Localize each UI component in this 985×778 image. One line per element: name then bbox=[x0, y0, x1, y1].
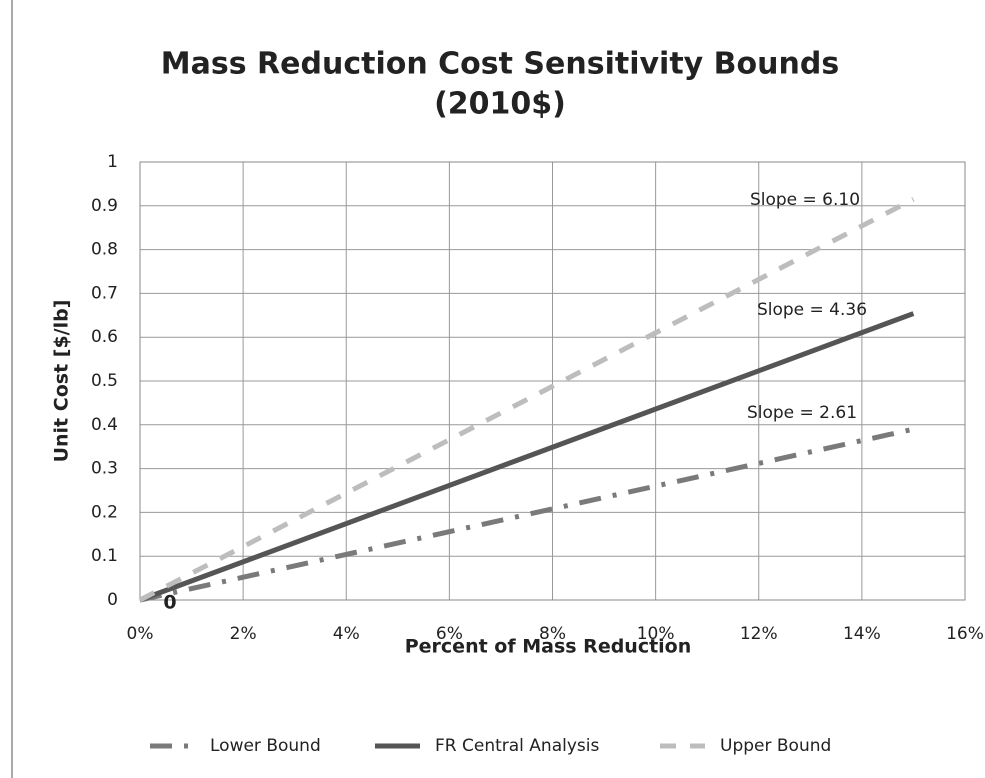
annotation: 0 bbox=[163, 592, 176, 614]
annotation: Slope = 2.61 bbox=[747, 403, 857, 423]
annotation: Slope = 6.10 bbox=[750, 190, 860, 210]
y-tick-label: 0.3 bbox=[91, 459, 118, 479]
legend-label: FR Central Analysis bbox=[435, 736, 599, 756]
annotation: Slope = 4.36 bbox=[757, 300, 867, 320]
series-line bbox=[138, 197, 915, 603]
y-tick-label: 0 bbox=[107, 590, 118, 610]
x-tick-label: 2% bbox=[230, 624, 257, 644]
x-tick-label: 14% bbox=[843, 624, 881, 644]
x-tick-label: 10% bbox=[637, 624, 675, 644]
plot-border bbox=[139, 161, 966, 601]
y-tick-label: 0.8 bbox=[91, 240, 118, 260]
legend-label: Upper Bound bbox=[720, 736, 831, 756]
x-tick-label: 0% bbox=[127, 624, 154, 644]
chart-subtitle: (2010$) bbox=[434, 87, 566, 122]
y-tick-label: 0.5 bbox=[91, 371, 118, 391]
legend-label: Lower Bound bbox=[210, 736, 321, 756]
y-tick-label: 0.4 bbox=[91, 415, 118, 435]
x-tick-label: 16% bbox=[946, 624, 984, 644]
y-tick-label: 0.1 bbox=[91, 546, 118, 566]
y-tick-label: 0.7 bbox=[91, 283, 118, 303]
x-axis-title: Percent of Mass Reduction bbox=[405, 636, 692, 658]
x-tick-label: 4% bbox=[333, 624, 360, 644]
y-tick-label: 0.6 bbox=[91, 327, 118, 347]
x-tick-label: 6% bbox=[436, 624, 463, 644]
y-tick-label: 1 bbox=[107, 152, 118, 172]
y-tick-label: 0.9 bbox=[91, 196, 118, 216]
chart-title: Mass Reduction Cost Sensitivity Bounds bbox=[161, 47, 839, 82]
y-tick-label: 0.2 bbox=[91, 502, 118, 522]
x-tick-label: 8% bbox=[539, 624, 566, 644]
y-axis-title: Unit Cost [$/lb] bbox=[51, 300, 73, 463]
x-tick-label: 12% bbox=[740, 624, 778, 644]
series-line bbox=[139, 311, 915, 603]
series-line bbox=[139, 426, 914, 603]
